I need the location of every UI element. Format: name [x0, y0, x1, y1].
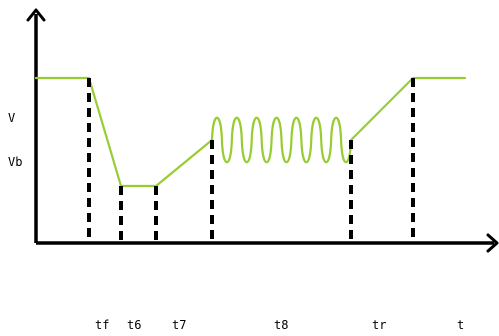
x-axis-arrowhead [486, 233, 499, 253]
x-label-t: t [457, 318, 464, 332]
x-label-t6: t6 [127, 318, 141, 332]
waveform [34, 76, 467, 188]
marker-lines [87, 78, 415, 243]
axes [26, 8, 499, 253]
x-label-tr: tr [372, 318, 386, 332]
y-axis-arrowhead [26, 8, 46, 22]
waveform-oscillation [210, 116, 353, 164]
y-label-v: V [8, 111, 15, 125]
y-label-vb: Vb [8, 155, 22, 169]
waveform-ramp-segment [34, 76, 214, 188]
waveform-recovery-segment [349, 76, 467, 142]
x-label-t7: t7 [172, 318, 186, 332]
x-label-t8: t8 [274, 318, 288, 332]
x-label-tf: tf [95, 318, 109, 332]
